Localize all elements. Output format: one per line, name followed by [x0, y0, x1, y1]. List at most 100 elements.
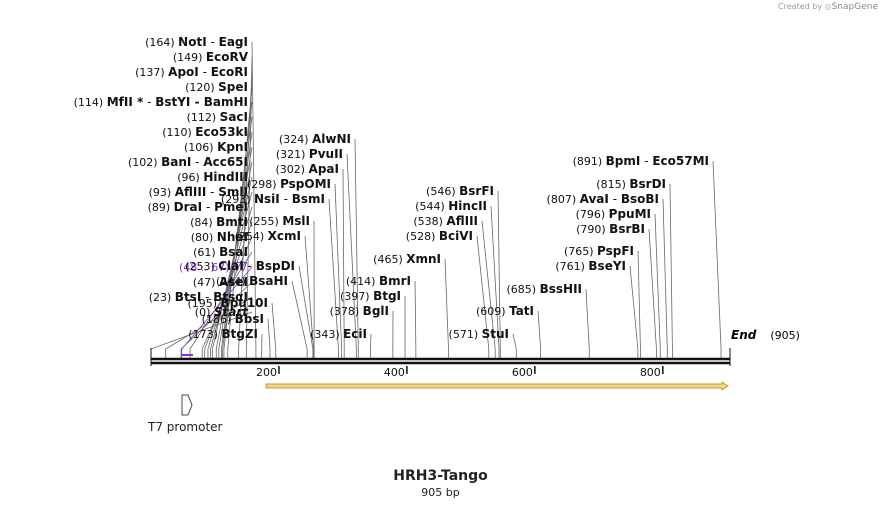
leader-line-saci [222, 116, 253, 358]
site-label-nsii[interactable]: (293) NsiI - BsmI [221, 192, 325, 206]
site-label-avai[interactable]: (807) AvaI - BsoBI [547, 192, 659, 206]
site-label-alwni[interactable]: (324) AlwNI [279, 132, 351, 146]
site-label-saci[interactable]: (112) SacI [187, 110, 248, 124]
orf-arrow-shape [265, 381, 729, 391]
site-name: BtgZI [221, 327, 258, 341]
site-name: AflIII [446, 214, 478, 228]
ruler-label-200: 200 [256, 366, 277, 379]
site-label-msli[interactable]: (255) MslI [249, 214, 310, 228]
site-label-bcivi[interactable]: (528) BciVI [406, 229, 473, 243]
site-separator: - [280, 192, 292, 206]
site-label-stui[interactable]: (571) StuI [449, 327, 509, 341]
site-position: (110) [162, 126, 195, 139]
site-name: AflIII [175, 185, 207, 199]
site-label-bmti[interactable]: (84) BmtI [190, 215, 248, 229]
site-label-hincii[interactable]: (544) HincII [415, 199, 487, 213]
site-label-bmri[interactable]: (414) BmrI [346, 274, 411, 288]
site-label-spei[interactable]: (120) SpeI [185, 80, 248, 94]
site-position: (414) [346, 275, 379, 288]
site-label-ecii[interactable]: (343) EciI [310, 327, 367, 341]
site-label-apoi[interactable]: (137) ApoI - EcoRI [135, 65, 248, 79]
site-name-secondary: BtsαI [213, 290, 248, 304]
site-name: BsrDI [629, 177, 666, 191]
site-label-nhei[interactable]: (80) NheI [191, 230, 248, 244]
backbone [150, 348, 731, 366]
site-position: (321) [276, 148, 309, 161]
leader-line-xcmi [304, 235, 314, 358]
site-position: (149) [173, 51, 206, 64]
site-label-drai[interactable]: (89) DraI - PmeI [148, 200, 248, 214]
site-label-xcmi[interactable]: (254) XcmI [235, 229, 301, 243]
site-label-bani[interactable]: (102) BanI - Acc65I [128, 155, 248, 169]
site-position: (761) [555, 260, 588, 273]
site-separator: - [207, 35, 219, 49]
site-name-secondary: BstYI - BamHI [155, 95, 248, 109]
site-label-clai[interactable]: (253) ClaI - BspDI [185, 259, 295, 273]
site-position: (173) [188, 328, 221, 341]
site-label-pspfi[interactable]: (765) PspFI [564, 244, 634, 258]
site-label-bsrbi[interactable]: (790) BsrBI [576, 222, 645, 236]
site-labels: (164) NotI - EagI(149) EcoRV(137) ApoI -… [74, 35, 800, 342]
site-label-bbsi[interactable]: (186) BbsI [202, 312, 264, 326]
t7-promoter-feature[interactable] [181, 394, 193, 416]
site-separator: - [609, 192, 621, 206]
leader-line-kpni [218, 146, 253, 358]
site-label-apai[interactable]: (302) ApaI [275, 162, 339, 176]
site-name: MfII * [107, 95, 144, 109]
site-label-btgi[interactable]: (397) BtgI [340, 289, 401, 303]
site-label-bpmi[interactable]: (891) BpmI - Eco57MI [573, 154, 709, 168]
site-name: XmnI [406, 252, 441, 266]
site-label-hindiii[interactable]: (96) HindIII [177, 170, 248, 184]
site-label-noti[interactable]: (164) NotI - EagI [145, 35, 248, 49]
site-label-btsi[interactable]: (23) BtsI - BtsαI [149, 290, 248, 304]
leader-line-bpmi [712, 160, 722, 358]
site-label-mfii[interactable]: (114) MfII * - BstYI - BamHI [74, 95, 248, 109]
site-label-bpu10i[interactable]: (195) Bpu10I [187, 296, 268, 310]
site-name: NsiI [254, 192, 280, 206]
site-position: (397) [340, 290, 373, 303]
site-position: (89) [148, 201, 174, 214]
site-label-eco53ki[interactable]: (110) Eco53kI [162, 125, 248, 139]
site-label-bsahi[interactable]: (244) BsaHI [216, 274, 288, 288]
site-label-pvuii[interactable]: (321) PvuII [276, 147, 343, 161]
site-label-t7[interactable]: (48 .. 67) T7 [179, 260, 248, 274]
leader-line-drai [207, 206, 253, 358]
site-label-btgzi[interactable]: (173) BtgZI [188, 327, 258, 341]
site-label-bsai[interactable]: (61) BsaI [193, 245, 248, 259]
leader-line-eco53ki [220, 131, 253, 358]
site-label-asei[interactable]: (47) AseI [193, 275, 248, 289]
site-name: Bpu10I [221, 296, 268, 310]
site-position: (253) [185, 260, 218, 273]
site-position: (609) [476, 305, 509, 318]
leader-line-ppumi [654, 213, 661, 358]
leader-line-mfii [223, 101, 253, 358]
site-position: (106) [184, 141, 217, 154]
site-position: (343) [310, 328, 343, 341]
site-position: (255) [249, 215, 282, 228]
leader-line-hindiii [212, 176, 253, 358]
site-name: ClaI [218, 259, 243, 273]
site-position: (298) [247, 178, 280, 191]
site-label-ppumi[interactable]: (796) PpuMI [576, 207, 651, 221]
site-label-bsshii[interactable]: (685) BssHII [507, 282, 582, 296]
site-label-bseyi[interactable]: (761) BseYI [555, 259, 626, 273]
site-label-bgli[interactable]: (378) BglI [330, 304, 389, 318]
site-label-pspomi[interactable]: (298) PspOMI [247, 177, 331, 191]
site-label-bsrdi[interactable]: (815) BsrDI [596, 177, 666, 191]
site-label-afliii[interactable]: (93) AflIII - SmlI [149, 185, 248, 199]
end-name: End [731, 328, 757, 342]
site-label-start[interactable]: (0) Start [195, 305, 249, 319]
leader-line-avai [662, 198, 668, 358]
site-label-xmni[interactable]: (465) XmnI [373, 252, 441, 266]
site-leader-lines [150, 41, 722, 358]
site-separator: - [202, 200, 214, 214]
site-separator: - [191, 155, 203, 169]
site-label-kpni[interactable]: (106) KpnI [184, 140, 248, 154]
site-name: PspOMI [280, 177, 331, 191]
site-label-afliii[interactable]: (538) AflIII [413, 214, 478, 228]
site-label-tati[interactable]: (609) TatI [476, 304, 534, 318]
ruler: 200 400 600 800 [256, 366, 664, 379]
orf-arrow[interactable] [265, 381, 729, 391]
site-label-ecorv[interactable]: (149) EcoRV [173, 50, 249, 64]
site-label-bsrfi[interactable]: (546) BsrFI [426, 184, 494, 198]
